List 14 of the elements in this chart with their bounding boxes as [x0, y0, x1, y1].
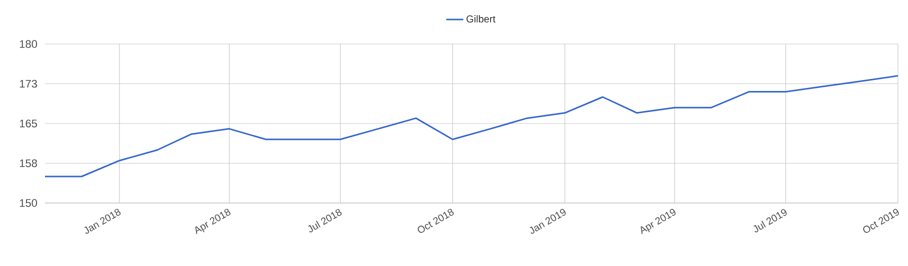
y-tick-label: 173	[20, 80, 37, 88]
y-tick-label: 180	[20, 40, 38, 48]
x-tick-label: Jan 2019	[530, 208, 566, 234]
y-tick-label: 150	[20, 199, 38, 207]
x-tick-label: Jul 2019	[754, 209, 787, 232]
y-tick-label: 158	[20, 159, 37, 168]
x-tick-label: Jan 2018	[84, 208, 121, 234]
x-tick-label: Apr 2018	[195, 208, 230, 234]
y-tick-label: 165	[20, 120, 37, 128]
x-tick-label: Apr 2019	[640, 208, 676, 234]
x-tick-label: Oct 2018	[418, 208, 454, 233]
x-tick-label: Oct 2019	[863, 208, 899, 233]
x-tick-label: Jul 2018	[308, 209, 342, 232]
legend-label: Gilbert	[466, 15, 496, 22]
